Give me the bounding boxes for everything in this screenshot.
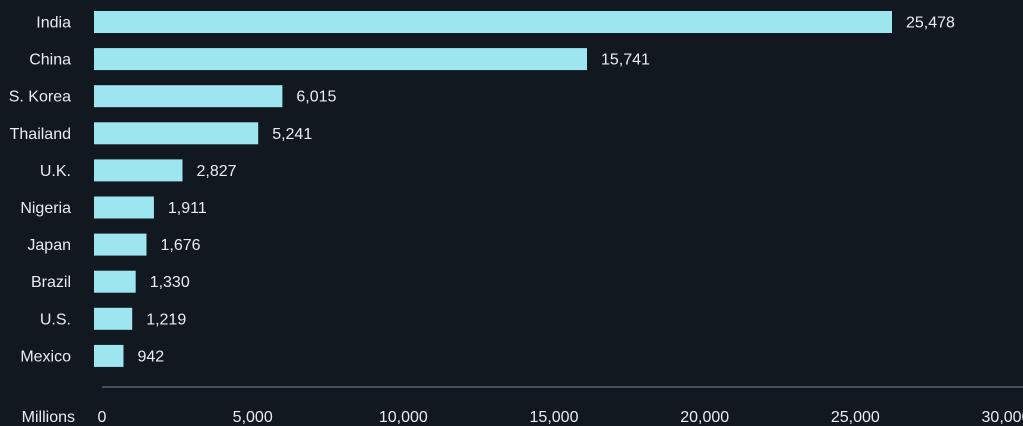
bar-india [94, 11, 892, 33]
category-label: Brazil [31, 274, 71, 291]
value-label: 942 [138, 348, 165, 365]
category-label: S. Korea [9, 89, 71, 106]
category-label: Thailand [10, 126, 71, 143]
bar-u-k [94, 159, 183, 182]
labels-layer: India 25,478 China 15,741 S. Korea 6,015 Thail… [9, 15, 955, 366]
x-tick-label: 0 [98, 409, 107, 426]
category-label: India [36, 15, 71, 32]
category-label: Japan [27, 237, 71, 254]
bars-layer [94, 11, 892, 367]
x-tick-label: 15,000 [530, 409, 579, 426]
x-tick-label: 25,000 [831, 409, 880, 426]
category-label: U.S. [40, 311, 71, 328]
bar-thailand [94, 122, 259, 145]
bar-u-s [94, 307, 133, 330]
value-label: 1,330 [150, 274, 190, 291]
category-label: Mexico [20, 348, 71, 365]
value-label: 6,015 [296, 89, 336, 106]
value-label: 2,827 [197, 163, 237, 180]
value-label: 15,741 [601, 52, 650, 69]
value-label: 25,478 [906, 15, 955, 32]
x-tick-label: 30,000 [982, 409, 1023, 426]
category-label: Nigeria [20, 200, 71, 217]
x-tick-label: 20,000 [680, 409, 729, 426]
value-label: 1,911 [168, 200, 207, 217]
value-label: 5,241 [272, 126, 312, 143]
x-tick-label: 5,000 [233, 409, 273, 426]
x-ticks-layer: 0 5,000 10,000 15,000 20,000 25,000 30,000 [98, 409, 1023, 426]
bar-china [94, 48, 587, 71]
category-label: U.K. [40, 163, 71, 180]
bar-s-korea [94, 85, 283, 108]
bar-mexico [94, 344, 124, 367]
x-axis-unit-label: Millions [22, 409, 75, 426]
value-label: 1,676 [161, 237, 201, 254]
x-tick-label: 10,000 [379, 409, 428, 426]
value-label: 1,219 [146, 311, 186, 328]
bar-brazil [94, 270, 136, 293]
category-label: China [29, 52, 71, 69]
bar-japan [94, 233, 147, 256]
bar-nigeria [94, 196, 154, 219]
